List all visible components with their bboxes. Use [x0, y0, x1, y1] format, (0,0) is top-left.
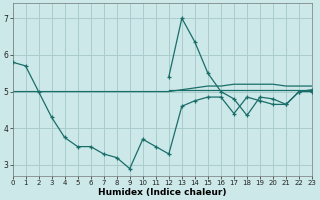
- X-axis label: Humidex (Indice chaleur): Humidex (Indice chaleur): [98, 188, 227, 197]
